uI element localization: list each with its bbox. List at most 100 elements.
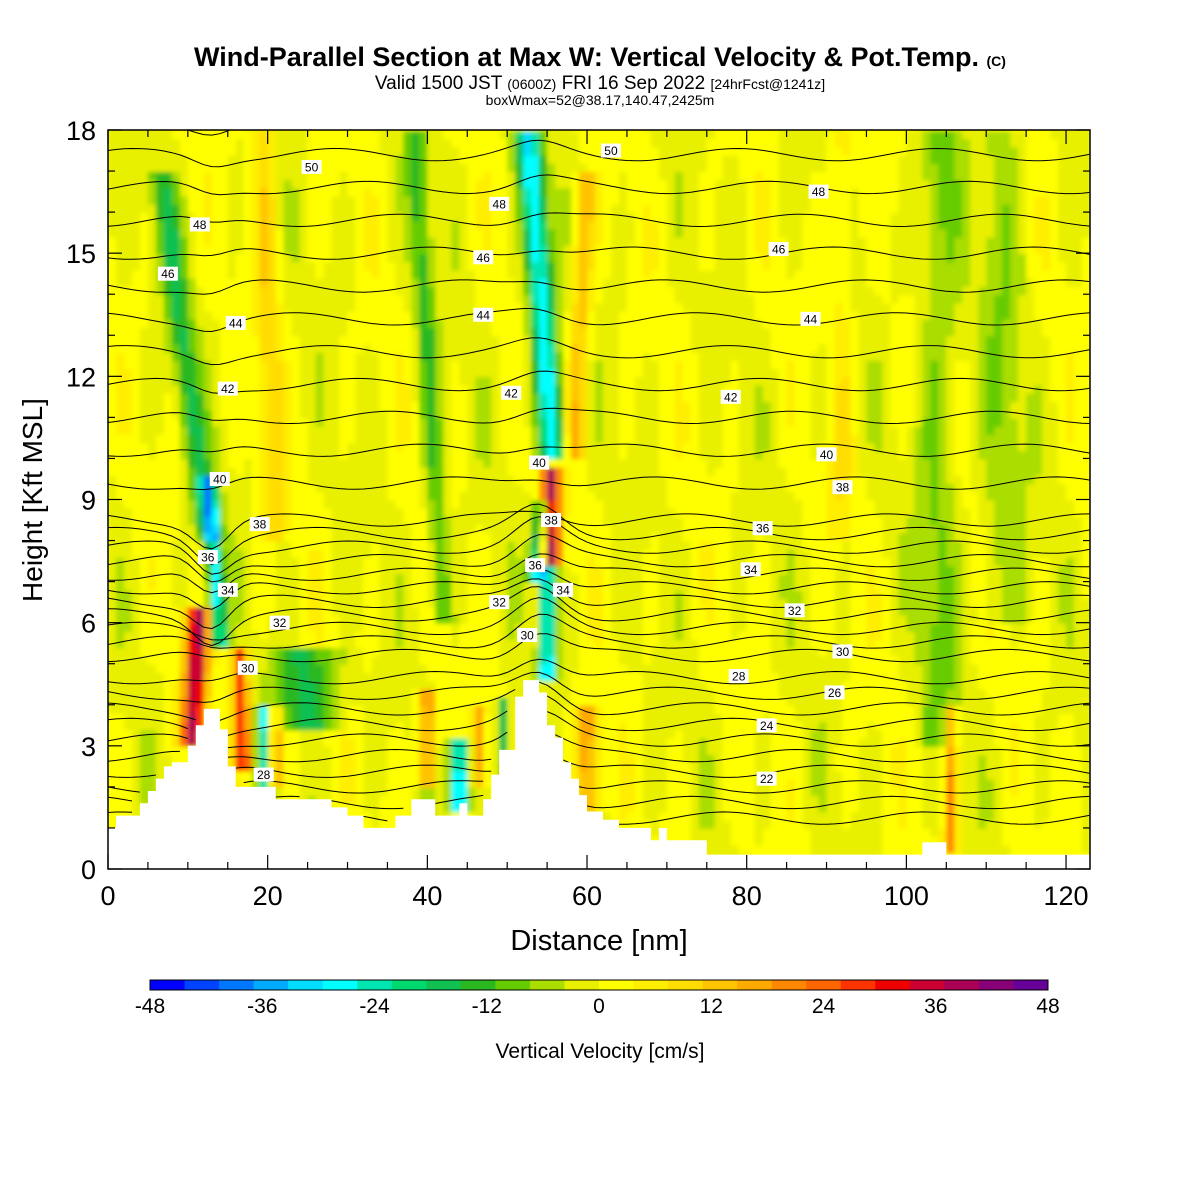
velocity-cell (284, 261, 293, 270)
velocity-cell (443, 434, 452, 443)
velocity-cell (435, 623, 444, 632)
velocity-cell (268, 656, 277, 665)
velocity-cell (300, 204, 309, 213)
velocity-cell (156, 475, 165, 484)
velocity-cell (531, 261, 540, 270)
velocity-cell (356, 721, 365, 730)
velocity-cell (491, 426, 500, 435)
velocity-cell (196, 434, 205, 443)
velocity-cell (348, 680, 357, 689)
velocity-cell (156, 360, 165, 369)
velocity-cell (340, 738, 349, 747)
velocity-cell (483, 417, 492, 426)
velocity-cell (220, 680, 229, 689)
velocity-cell (443, 138, 452, 147)
velocity-cell (164, 163, 173, 172)
velocity-cell (499, 229, 508, 238)
velocity-cell (379, 483, 388, 492)
velocity-cell (332, 163, 341, 172)
velocity-cell (411, 565, 420, 574)
velocity-cell (379, 491, 388, 500)
velocity-cell (499, 311, 508, 320)
velocity-cell (507, 286, 516, 295)
velocity-cell (116, 458, 125, 467)
velocity-cell (435, 656, 444, 665)
velocity-cell (395, 565, 404, 574)
velocity-cell (403, 787, 412, 796)
velocity-cell (403, 508, 412, 517)
velocity-cell (300, 606, 309, 615)
velocity-cell (108, 729, 117, 738)
velocity-cell (140, 688, 149, 697)
velocity-cell (260, 697, 269, 706)
velocity-cell (435, 541, 444, 550)
velocity-cell (419, 286, 428, 295)
velocity-cell (140, 606, 149, 615)
velocity-cell (403, 516, 412, 525)
velocity-cell (403, 557, 412, 566)
velocity-cell (292, 237, 301, 246)
velocity-cell (387, 163, 396, 172)
velocity-cell (483, 368, 492, 377)
velocity-cell (411, 680, 420, 689)
velocity-cell (132, 467, 141, 476)
velocity-cell (356, 237, 365, 246)
velocity-cell (379, 738, 388, 747)
velocity-cell (387, 335, 396, 344)
velocity-cell (156, 631, 165, 640)
velocity-cell (140, 294, 149, 303)
velocity-cell (387, 319, 396, 328)
velocity-cell (244, 155, 253, 164)
velocity-cell (531, 163, 540, 172)
velocity-cell (252, 335, 261, 344)
velocity-cell (403, 705, 412, 714)
velocity-cell (140, 302, 149, 311)
velocity-cell (244, 376, 253, 385)
velocity-cell (483, 754, 492, 763)
velocity-cell (260, 171, 269, 180)
velocity-cell (435, 458, 444, 467)
velocity-cell (324, 212, 333, 221)
velocity-cell (292, 656, 301, 665)
velocity-cell (316, 639, 325, 648)
velocity-cell (252, 409, 261, 418)
velocity-cell (435, 524, 444, 533)
velocity-cell (379, 327, 388, 336)
velocity-cell (140, 647, 149, 656)
velocity-cell (483, 647, 492, 656)
velocity-cell (172, 138, 181, 147)
velocity-cell (459, 229, 468, 238)
velocity-cell (252, 171, 261, 180)
velocity-cell (356, 220, 365, 229)
velocity-cell (252, 261, 261, 270)
velocity-cell (188, 245, 197, 254)
velocity-cell (435, 606, 444, 615)
velocity-cell (523, 417, 532, 426)
velocity-cell (292, 779, 301, 788)
velocity-cell (172, 229, 181, 238)
velocity-cell (419, 754, 428, 763)
velocity-cell (348, 171, 357, 180)
velocity-cell (276, 647, 285, 656)
velocity-cell (204, 409, 213, 418)
velocity-cell (252, 360, 261, 369)
velocity-cell (300, 697, 309, 706)
velocity-cell (300, 376, 309, 385)
velocity-cell (483, 729, 492, 738)
velocity-cell (252, 302, 261, 311)
velocity-cell (372, 623, 381, 632)
velocity-cell (459, 483, 468, 492)
velocity-cell (300, 229, 309, 238)
velocity-cell (236, 729, 245, 738)
velocity-cell (451, 401, 460, 410)
velocity-cell (419, 467, 428, 476)
velocity-cell (300, 196, 309, 205)
velocity-cell (483, 631, 492, 640)
velocity-cell (236, 516, 245, 525)
velocity-cell (188, 688, 197, 697)
velocity-cell (276, 171, 285, 180)
velocity-cell (531, 475, 540, 484)
velocity-cell (204, 647, 213, 656)
velocity-cell (539, 623, 548, 632)
velocity-cell (419, 762, 428, 771)
